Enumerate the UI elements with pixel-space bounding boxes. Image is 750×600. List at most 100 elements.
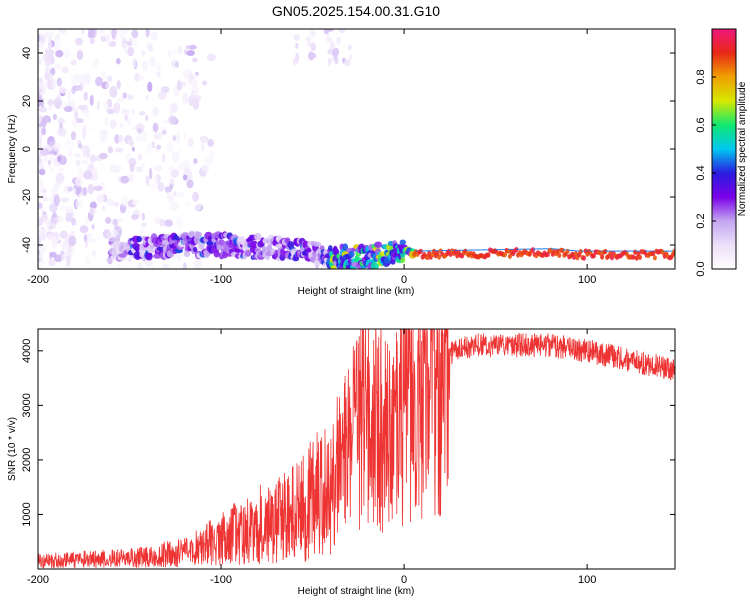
colorbar-tick-label: 0.4 <box>695 165 707 180</box>
spectrogram-cell <box>625 250 627 252</box>
spectrogram-cell <box>572 250 575 252</box>
spectrogram-cell <box>63 48 71 60</box>
spectrogram-cell <box>178 45 183 55</box>
spectrogram-cell <box>74 177 83 187</box>
spectrogram-cell <box>145 175 150 186</box>
spectrogram-cell <box>425 254 430 261</box>
spectrogram-cell <box>631 254 636 260</box>
spectrogram-cell <box>554 248 556 250</box>
spectrogram-cell <box>328 245 333 252</box>
spectrogram-cell <box>185 200 190 206</box>
spectrogram-cell <box>653 250 655 252</box>
spectrogram-cell <box>508 248 510 250</box>
spectrogram-cell <box>47 99 55 106</box>
spectrogram-cell <box>192 246 198 253</box>
snr-x-tick-label: 100 <box>578 574 596 586</box>
spectrogram-cell <box>626 250 629 252</box>
spectrogram-cell <box>68 147 72 158</box>
spectrogram-cell <box>635 250 637 252</box>
spectrogram-cell <box>89 29 97 39</box>
spectrogram-cell <box>161 239 170 246</box>
spectrogram-cell <box>91 250 97 257</box>
spectrogram-cell <box>114 147 124 153</box>
spectrogram-cell <box>131 37 138 47</box>
spectrogram-cell <box>67 244 72 255</box>
spectrogram-cell <box>96 100 100 111</box>
spectrogram-cell <box>610 250 612 252</box>
spectrogram-cell <box>84 216 89 225</box>
spectrogram-cell <box>607 250 609 252</box>
spectrogram-cell <box>98 152 108 160</box>
spectrogram-cell <box>202 80 208 86</box>
spectrogram-cell <box>137 127 143 134</box>
spectrogram-cell <box>49 153 55 163</box>
spectrogram-cell <box>76 50 84 61</box>
spectrogram-cell <box>201 142 205 152</box>
spectrogram-cell <box>472 249 474 251</box>
spectrogram-cell <box>185 45 190 50</box>
spectrogram-cell <box>118 134 124 144</box>
spectrogram-cell <box>54 42 61 51</box>
spectrogram-x-label: Height of straight line (km) <box>298 286 415 297</box>
spectrogram-cell <box>163 119 169 124</box>
spectrogram-cell <box>638 250 640 252</box>
spectrogram-cell <box>634 255 639 261</box>
spectrogram-cell <box>183 131 187 142</box>
spectrogram-cell <box>57 117 66 125</box>
spectrogram-cell <box>145 94 149 101</box>
spectrogram-cell <box>140 222 147 227</box>
spectrogram-cell <box>206 53 216 62</box>
spectrogram-cell <box>107 146 113 154</box>
snr-y-tick-label: 2000 <box>21 448 33 472</box>
spectrogram-cell <box>81 159 89 165</box>
spectrogram-cell <box>113 201 120 207</box>
spectrogram-cell <box>79 225 89 234</box>
spectrogram-cell <box>149 183 157 190</box>
spectrogram-cell <box>467 249 469 251</box>
colorbar-tick-label: 0.0 <box>695 261 707 276</box>
spectrogram-cell <box>193 158 198 164</box>
snr-x-tick-label: -100 <box>210 574 232 586</box>
spectrogram-y-tick-label: -20 <box>21 189 33 205</box>
snr-y-tick-label: 3000 <box>21 393 33 417</box>
spectrogram-cell <box>465 249 467 251</box>
spectrogram-cell <box>585 250 588 252</box>
spectrogram-cell <box>81 29 85 35</box>
spectrogram-cell <box>154 164 163 172</box>
spectrogram-cell <box>104 82 110 89</box>
spectrogram-cell <box>38 201 43 210</box>
spectrogram-cell <box>580 250 583 252</box>
spectrogram-cell <box>600 250 603 252</box>
spectrogram-cell <box>157 91 167 100</box>
spectrogram-y-axis: -40 -20 0 20 40 <box>21 47 675 253</box>
spectrogram-cell <box>164 186 173 193</box>
spectrogram-cell <box>480 249 482 251</box>
spectrogram-cell <box>462 249 464 251</box>
spectrogram-cell <box>295 42 299 49</box>
spectrogram-y-tick-label: 40 <box>21 47 33 59</box>
spectrogram-cell <box>83 91 88 101</box>
spectrogram-cell <box>188 231 196 238</box>
spectrogram-cell <box>38 33 41 43</box>
colorbar-frame <box>711 28 737 270</box>
spectrogram-cell <box>555 248 560 254</box>
spectrogram-cell <box>101 205 106 211</box>
spectrogram-cell <box>425 250 428 252</box>
spectrogram-cell <box>48 167 54 172</box>
spectrogram-cell <box>147 81 153 92</box>
spectrogram-cell <box>43 228 48 234</box>
spectrogram-cell <box>114 165 123 171</box>
spectrogram-cell <box>519 248 522 250</box>
spectrogram-cell <box>74 111 79 120</box>
spectrogram-cell <box>39 90 46 96</box>
spectrogram-cell <box>420 250 423 252</box>
spectrogram-cell <box>70 131 77 141</box>
spectrogram-x-tick-label: 0 <box>401 274 407 286</box>
colorbar-gradient <box>712 29 736 269</box>
spectrogram-cell <box>427 250 430 252</box>
spectrogram-cell <box>546 248 548 250</box>
spectrogram-cell <box>336 36 342 45</box>
spectrogram-cell <box>78 199 84 209</box>
spectrogram-cell <box>526 248 528 250</box>
spectrogram-cell <box>176 132 180 144</box>
